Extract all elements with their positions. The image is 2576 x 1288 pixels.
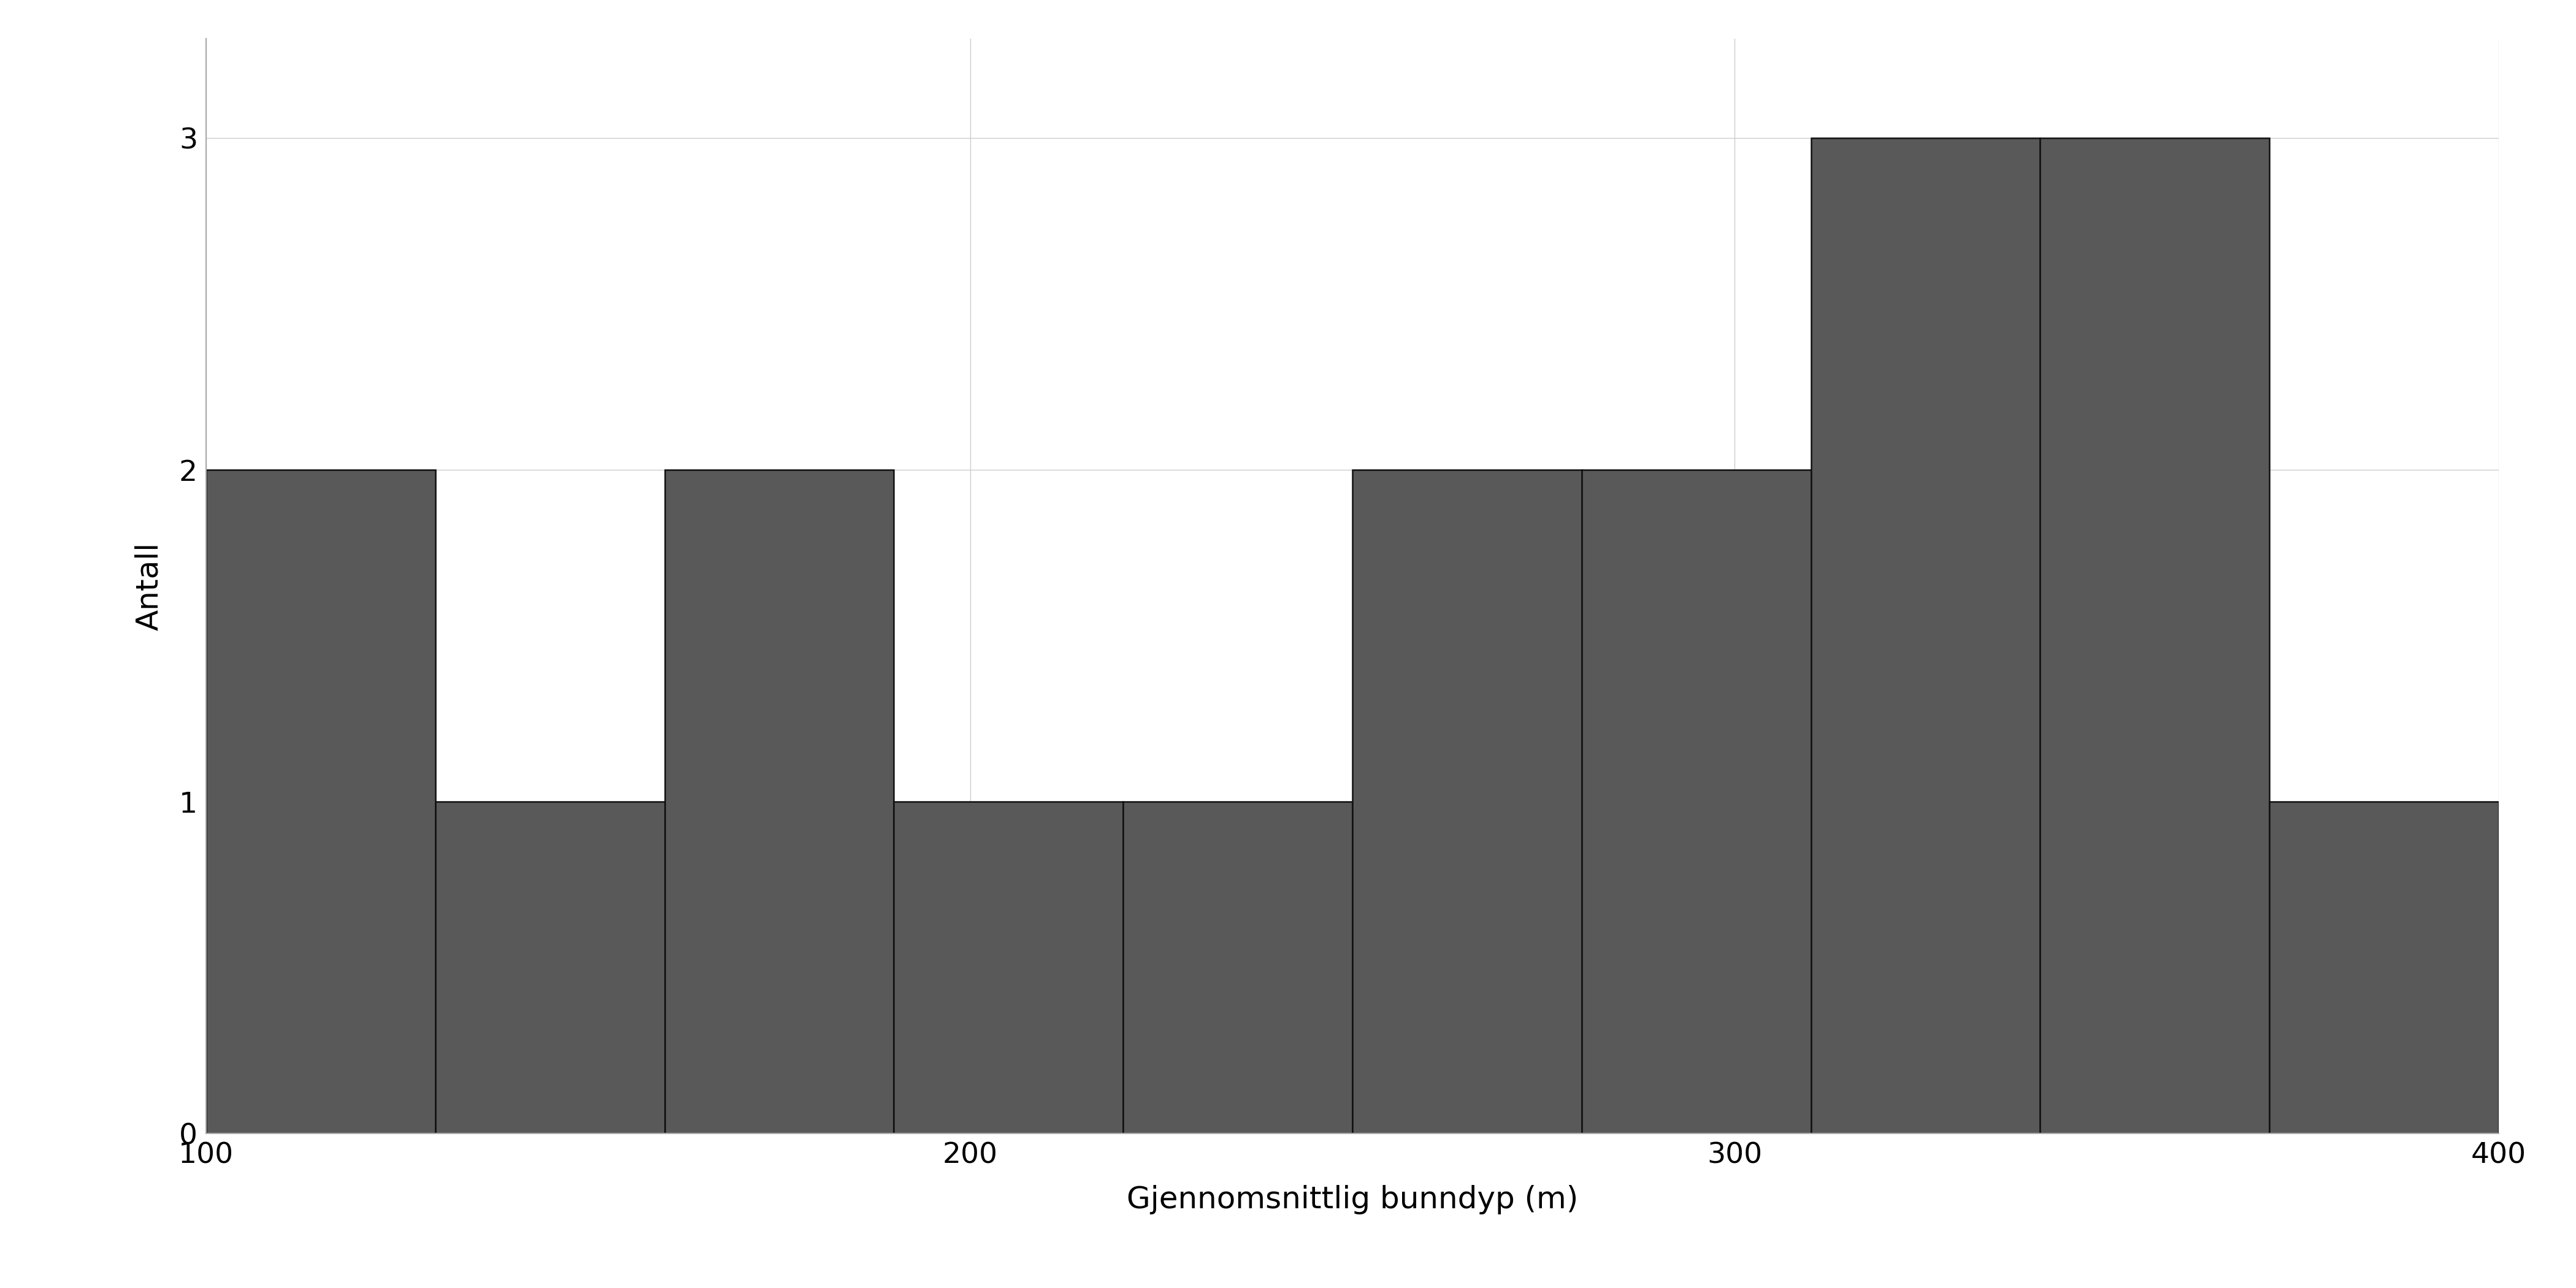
Bar <box>206 470 435 1133</box>
Y-axis label: Antall: Antall <box>134 542 165 630</box>
Bar <box>1811 138 2040 1133</box>
Bar <box>665 470 894 1133</box>
X-axis label: Gjennomsnittlig bunndyp (m): Gjennomsnittlig bunndyp (m) <box>1126 1185 1579 1215</box>
Bar <box>2269 801 2499 1133</box>
Bar <box>2040 138 2269 1133</box>
Bar <box>1123 801 1352 1133</box>
Bar <box>435 801 665 1133</box>
Bar <box>1582 470 1811 1133</box>
Bar <box>1352 470 1582 1133</box>
Bar <box>894 801 1123 1133</box>
